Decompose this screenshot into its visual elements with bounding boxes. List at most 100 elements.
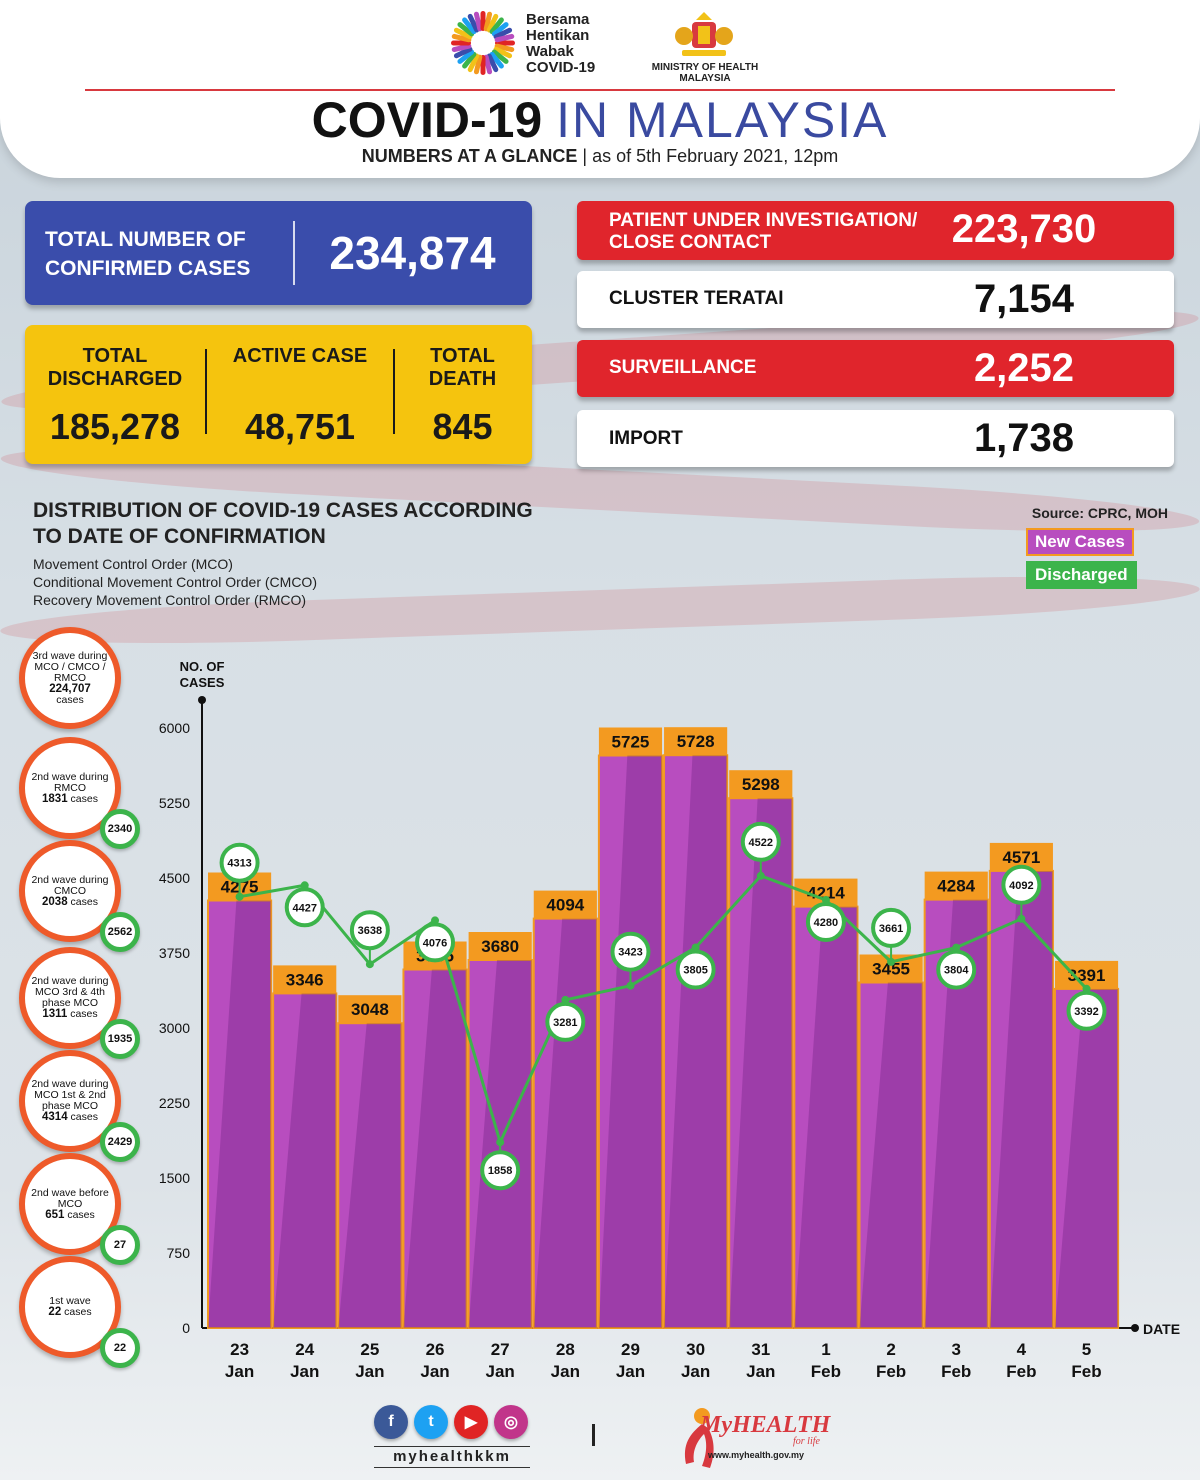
facebook-icon[interactable]: f: [374, 1405, 408, 1439]
y-axis-title-line: CASES: [180, 675, 225, 690]
logo-ray: [491, 22, 509, 37]
header-divider: [85, 89, 1115, 91]
stat-divider: [393, 349, 395, 434]
x-tick-day: 1: [821, 1340, 830, 1359]
bar-value-label: 5298: [742, 775, 780, 794]
y-tick-label: 4500: [159, 870, 190, 886]
discharged-bubble: [349, 910, 390, 951]
bar-value-label: 4284: [937, 877, 975, 896]
wave-label: 1st wave: [49, 1295, 91, 1307]
wave-text: 2nd wave during CMCO 2038 cases: [30, 873, 110, 908]
discharged-point: [365, 960, 374, 969]
twitter-icon[interactable]: t: [414, 1405, 448, 1439]
title-light: IN MALAYSIA: [556, 92, 889, 148]
wave-circle: 2nd wave during MCO 1st & 2nd phase MCO 4…: [19, 1050, 140, 1162]
wave-circle: 2nd wave during CMCO 2038 cases 2562: [19, 840, 140, 952]
discharged-bubble: [284, 887, 325, 928]
x-tick-day: 24: [295, 1340, 314, 1359]
wave-label: 2nd wave during RMCO: [31, 770, 109, 794]
wave-count: 224,707: [49, 682, 91, 695]
wave-unit: cases: [70, 1111, 98, 1123]
campaign-line: Bersama: [526, 11, 590, 28]
bar-new-cases: [1053, 987, 1120, 1329]
myhealth-logo-text: MyHEALTH: [700, 1412, 831, 1438]
bar-new-cases: [402, 968, 468, 1329]
bar-new-cases: [728, 797, 794, 1329]
bar-value-tag: [664, 727, 728, 756]
logo-ray: [473, 54, 483, 75]
campaign-line: Hentikan: [526, 27, 590, 44]
discharged-point: [887, 957, 896, 966]
wave-label: 2nd wave during CMCO: [31, 873, 109, 897]
wave-discharged-badge: 1935: [100, 1019, 140, 1059]
myhealth-tagline: for life: [793, 1436, 820, 1447]
import-card: IMPORT 1,738: [577, 410, 1174, 467]
surveillance-value: 2,252: [973, 346, 1075, 390]
y-tick-label: 1500: [159, 1170, 190, 1186]
header: Bersama Hentikan Wabak COVID-19 MINISTRY…: [0, 0, 1200, 178]
bar-value-tag: [468, 932, 532, 960]
wave-text: 1st wave 22 cases: [30, 1296, 110, 1318]
discharged-point: [496, 1138, 505, 1147]
instagram-icon[interactable]: ◎: [494, 1405, 528, 1439]
discharged-point: [626, 981, 635, 990]
x-tick-month: Jan: [681, 1362, 710, 1381]
subtitle-separator: |: [582, 146, 593, 166]
logo-ray: [453, 46, 473, 59]
wave-circle: 1st wave 22 cases 22: [19, 1256, 140, 1368]
discharged-bubble: [1001, 864, 1042, 905]
discharged-value-label: 4427: [292, 902, 316, 914]
discharged-point: [952, 943, 961, 952]
wave-unit: cases: [70, 895, 98, 908]
mco-note: Conditional Movement Control Order (CMCO…: [33, 574, 317, 590]
logo-ray: [467, 13, 480, 33]
wave-circle: 3rd wave during MCO / CMCO / RMCO 224,707…: [19, 627, 121, 729]
logo-ray: [493, 27, 513, 40]
logo-ray: [483, 54, 493, 75]
bar-new-cases: [597, 754, 664, 1329]
card-divider: [293, 221, 295, 285]
cluster-label: CLUSTER TERATAI: [609, 288, 784, 309]
x-tick-month: Jan: [225, 1362, 254, 1381]
mco-notes: Movement Control Order (MCO) Conditional…: [33, 555, 317, 609]
pui-label: PATIENT UNDER INVESTIGATION/ CLOSE CONTA…: [609, 210, 918, 253]
bar-value-tag: [598, 727, 663, 756]
x-tick-month: Jan: [355, 1362, 384, 1381]
y-axis-title-line: NO. OF: [180, 659, 225, 674]
discharged-bubble: [415, 922, 456, 963]
logo-ray: [495, 40, 515, 46]
logo-ray: [493, 46, 513, 59]
bar-new-cases: [272, 992, 338, 1329]
bar-value-tag: [338, 995, 402, 1024]
bar-value-tag: [729, 770, 793, 799]
x-axis-cap: [1131, 1324, 1139, 1332]
surveillance-card: SURVEILLANCE 2,252: [577, 340, 1174, 397]
y-tick-label: 0: [182, 1320, 190, 1336]
wave-label: 2nd wave before MCO: [31, 1186, 109, 1210]
x-tick-day: 5: [1082, 1340, 1091, 1359]
mco-note: Movement Control Order (MCO): [33, 556, 233, 572]
myhealth-url: www.myhealth.gov.my: [708, 1450, 805, 1460]
surveillance-label: SURVEILLANCE: [609, 357, 757, 378]
campaign-text: Bersama Hentikan Wabak COVID-19: [526, 12, 595, 76]
bar-value-label: 3680: [481, 937, 519, 956]
discharged-point: [431, 916, 440, 925]
wave-label: 2nd wave during MCO 3rd & 4th phase MCO: [31, 975, 109, 1009]
discharged-value-label: 3423: [618, 947, 642, 959]
discharged-bubble: [480, 1150, 521, 1191]
bar-shade: [403, 969, 467, 1328]
discharged-bubble: [805, 902, 846, 942]
discharged-point: [821, 896, 830, 904]
import-label: IMPORT: [609, 428, 683, 449]
wave-circle: 2nd wave during RMCO 1831 cases 2340: [19, 737, 140, 849]
discharged-bubble: [871, 907, 912, 948]
logo-ray: [453, 27, 473, 40]
discharged-point: [1017, 914, 1026, 923]
bar-value-label: 3048: [351, 1000, 389, 1019]
y-tick-label: 3000: [159, 1020, 190, 1036]
youtube-icon[interactable]: ▶: [454, 1405, 488, 1439]
wave-discharged-badge: 2429: [100, 1122, 140, 1162]
logo-ray: [457, 22, 475, 37]
social-icons: f t ▶ ◎: [374, 1405, 530, 1441]
bar-shade: [664, 755, 728, 1328]
